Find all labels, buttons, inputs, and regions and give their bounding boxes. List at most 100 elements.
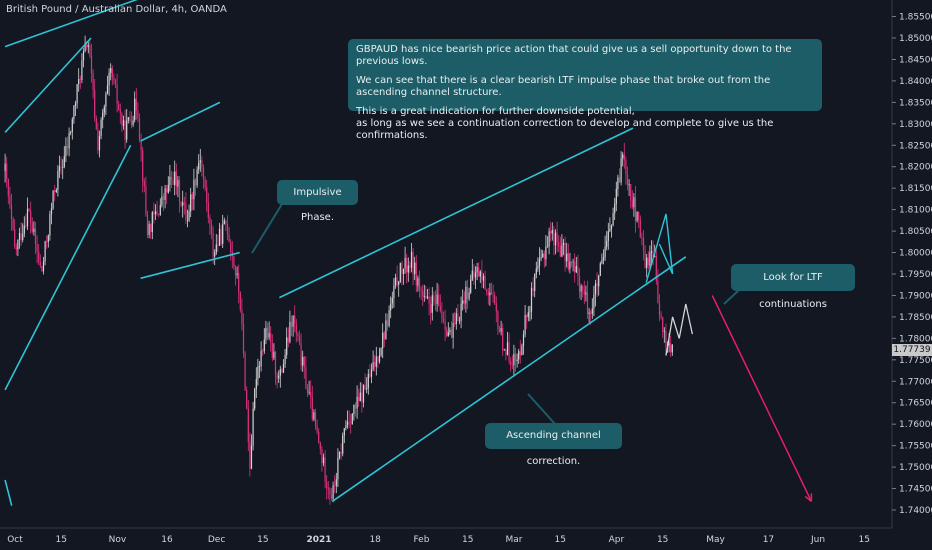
candle-body (97, 129, 99, 151)
candle-body (489, 292, 491, 296)
price-tick-label: 1.83000 (899, 120, 932, 130)
candle-body (55, 189, 57, 192)
candle-body (348, 421, 350, 424)
candle-body (87, 45, 89, 48)
candle-body (274, 351, 277, 375)
candle-body (583, 289, 585, 295)
price-axis[interactable]: 1.85500 1.85000 1.84500 1.84000 1.83500 1.830… (891, 0, 932, 528)
candle-body (636, 211, 638, 221)
candle-body (266, 327, 269, 338)
candle-body (649, 252, 651, 265)
candle-body (238, 273, 240, 292)
candle-body (516, 359, 518, 361)
candle-body (54, 190, 56, 192)
trendline (4, 0, 138, 48)
candle-body (623, 154, 625, 161)
price-tick-label: 1.77500 (899, 356, 932, 366)
candle-body (265, 327, 267, 340)
candle-body (25, 225, 27, 227)
candle-body (218, 229, 221, 246)
price-tick-label: 1.84000 (899, 77, 932, 87)
candle-body (410, 251, 413, 268)
candle-body (594, 283, 597, 295)
candle-body (449, 329, 451, 333)
candle-body (63, 155, 65, 167)
last-price-tag: 1.77739 (892, 344, 932, 356)
candle-body (620, 158, 622, 183)
candle-body (215, 244, 217, 253)
candle-body (9, 195, 11, 206)
candle-body (33, 228, 35, 232)
candle-body (398, 281, 400, 285)
price-tick-label: 1.84500 (899, 55, 932, 65)
candle-body (633, 197, 635, 208)
price-tick-label: 1.75000 (899, 463, 932, 473)
candle-body (298, 335, 301, 343)
candle-body (186, 219, 189, 221)
candle-body (551, 230, 553, 234)
candle-body (522, 334, 525, 346)
candle-body (647, 257, 649, 266)
time-axis[interactable]: Oct 15 Nov 16 Dec 15 2021 18 Feb 15 Mar 15 Apr 15 May 1… (0, 527, 892, 545)
candle-body (254, 389, 256, 409)
candle-body (185, 203, 187, 221)
candle-body (639, 219, 641, 238)
candle-body (142, 150, 144, 182)
candle-body (58, 166, 61, 172)
candle-body (335, 479, 337, 486)
candle-body (537, 265, 539, 269)
candle-body (535, 268, 537, 275)
candle-body (327, 488, 329, 489)
time-tick-label: 15 (859, 535, 870, 545)
price-tick-label: 1.74000 (899, 506, 932, 516)
analysis-line-1: GBPAUD has nice bearish price action tha… (356, 44, 792, 67)
time-tick-label: 18 (369, 535, 381, 545)
candle-body (652, 251, 654, 257)
projection-arrow (711, 295, 813, 502)
candle-body (554, 232, 557, 246)
candle-body (318, 431, 320, 443)
candle-body (250, 445, 253, 469)
candle-body (610, 225, 613, 230)
trendline (331, 256, 687, 503)
candle-body (369, 373, 371, 377)
candle-body (556, 232, 558, 243)
candle-body (534, 274, 536, 291)
candle-body (479, 271, 481, 277)
candle-body (380, 348, 382, 356)
candle-body (665, 331, 667, 347)
candle-body (599, 263, 601, 276)
candle-body (641, 237, 643, 239)
candle-body (562, 243, 565, 246)
candle-body (399, 262, 401, 282)
candle-body (628, 184, 630, 186)
candle-body (169, 176, 171, 185)
candle-body (378, 355, 381, 362)
candle-body (495, 303, 497, 312)
candle-body (278, 375, 280, 379)
candle-body (340, 452, 342, 454)
candle-body (422, 291, 424, 297)
analysis-note: GBPAUD has nice bearish price action tha… (348, 39, 822, 141)
candle-body (36, 244, 38, 252)
candle-body (670, 343, 672, 353)
candle-body (305, 367, 307, 389)
candle-body (90, 55, 93, 73)
candle-body (226, 224, 229, 235)
candle-body (151, 212, 153, 233)
candle-body (521, 345, 523, 356)
candle-body (127, 117, 129, 121)
candle-body (342, 435, 344, 454)
candle-body (70, 131, 72, 133)
candle-body (204, 179, 206, 188)
candle-body (81, 60, 83, 80)
candle-body (519, 351, 521, 356)
candle-body (129, 117, 131, 122)
candle-body (367, 373, 369, 389)
candle-body (106, 85, 109, 94)
time-tick-label: 17 (763, 535, 774, 545)
trendline (279, 127, 634, 299)
candle-body (470, 279, 472, 293)
candle-body (391, 297, 393, 304)
candle-body (311, 397, 313, 420)
